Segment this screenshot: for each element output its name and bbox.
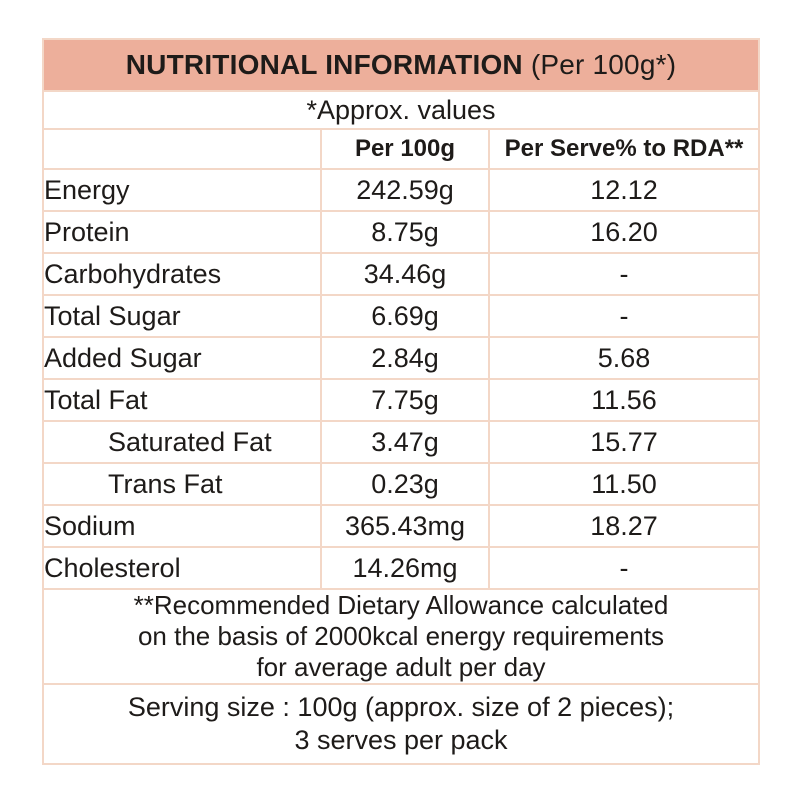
row-label: Sodium (42, 504, 322, 548)
approx-row: *Approx. values (42, 90, 760, 130)
table-row-sodium: Sodium 365.43mg 18.27 (42, 504, 760, 548)
row-label: Carbohydrates (42, 252, 322, 296)
table-title: NUTRITIONAL INFORMATION (Per 100g*) (42, 38, 760, 92)
row-per100g-value: 14.26mg (320, 546, 490, 590)
rda-footnote-line: **Recommended Dietary Allowance calculat… (133, 590, 669, 620)
rda-footnote-row: **Recommended Dietary Allowance calculat… (42, 588, 760, 685)
row-label: Energy (42, 168, 322, 212)
row-rda-value: - (488, 252, 760, 296)
table-title-main: NUTRITIONAL INFORMATION (125, 49, 523, 80)
table-row-energy: Energy 242.59g 12.12 (42, 168, 760, 212)
row-rda-value: 18.27 (488, 504, 760, 548)
row-per100g-value: 6.69g (320, 294, 490, 338)
row-rda-value: 5.68 (488, 336, 760, 380)
row-per100g-value: 2.84g (320, 336, 490, 380)
column-header-nutrient (42, 128, 322, 170)
serving-size-line: Serving size : 100g (approx. size of 2 p… (127, 692, 675, 722)
row-label: Trans Fat (42, 462, 322, 506)
row-per100g-value: 8.75g (320, 210, 490, 254)
column-header-rda: Per Serve% to RDA** (488, 128, 760, 170)
row-rda-value: 12.12 (488, 168, 760, 212)
table-row-trans-fat: Trans Fat 0.23g 11.50 (42, 462, 760, 506)
row-per100g-value: 34.46g (320, 252, 490, 296)
row-rda-value: - (488, 294, 760, 338)
row-label: Added Sugar (42, 336, 322, 380)
table-row-saturated-fat: Saturated Fat 3.47g 15.77 (42, 420, 760, 464)
table-row-total-sugar: Total Sugar 6.69g - (42, 294, 760, 338)
row-label: Total Sugar (42, 294, 322, 338)
row-label: Total Fat (42, 378, 322, 422)
row-per100g-value: 3.47g (320, 420, 490, 464)
row-label: Protein (42, 210, 322, 254)
row-per100g-value: 7.75g (320, 378, 490, 422)
row-rda-value: 11.56 (488, 378, 760, 422)
header-row: NUTRITIONAL INFORMATION (Per 100g*) (42, 38, 760, 92)
row-rda-value: 11.50 (488, 462, 760, 506)
rda-footnote-line: on the basis of 2000kcal energy requirem… (137, 621, 665, 651)
serving-size-row: Serving size : 100g (approx. size of 2 p… (42, 683, 760, 765)
table-row-protein: Protein 8.75g 16.20 (42, 210, 760, 254)
row-per100g-value: 0.23g (320, 462, 490, 506)
nutrition-table: NUTRITIONAL INFORMATION (Per 100g*) *App… (42, 38, 760, 765)
rda-footnote-line: for average adult per day (256, 652, 546, 682)
column-header-per100g: Per 100g (320, 128, 490, 170)
table-row-carbohydrates: Carbohydrates 34.46g - (42, 252, 760, 296)
table-row-added-sugar: Added Sugar 2.84g 5.68 (42, 336, 760, 380)
approx-note: *Approx. values (42, 90, 760, 130)
row-rda-value: 15.77 (488, 420, 760, 464)
serving-size-line: 3 serves per pack (294, 725, 508, 755)
row-per100g-value: 242.59g (320, 168, 490, 212)
rda-footnote: **Recommended Dietary Allowance calculat… (42, 588, 760, 685)
table-row-cholesterol: Cholesterol 14.26mg - (42, 546, 760, 590)
row-label: Saturated Fat (42, 420, 322, 464)
serving-size-note: Serving size : 100g (approx. size of 2 p… (42, 683, 760, 765)
row-label: Cholesterol (42, 546, 322, 590)
column-header-row: Per 100g Per Serve% to RDA** (42, 128, 760, 170)
table-row-total-fat: Total Fat 7.75g 11.56 (42, 378, 760, 422)
row-rda-value: - (488, 546, 760, 590)
table-title-suffix: (Per 100g*) (522, 49, 677, 80)
row-per100g-value: 365.43mg (320, 504, 490, 548)
row-rda-value: 16.20 (488, 210, 760, 254)
